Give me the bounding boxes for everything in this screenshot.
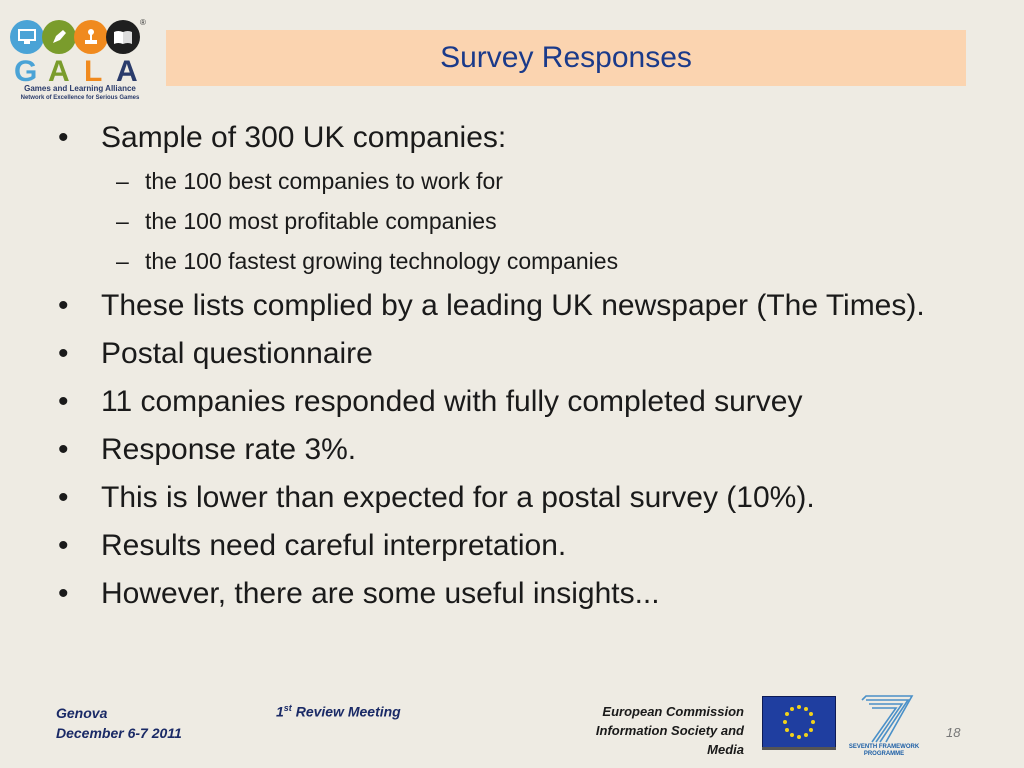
meeting-suffix: st: [283, 703, 292, 713]
book-icon: [106, 20, 140, 54]
slide-title: Survey Responses: [440, 41, 692, 74]
logo-tagline: Games and Learning Alliance: [24, 84, 136, 93]
bullet-mark: •: [58, 481, 69, 514]
logo-wordmark: G A L A: [12, 56, 146, 88]
bullet-item: • Sample of 300 UK companies:: [58, 118, 978, 158]
footer-location: Genova: [56, 705, 108, 721]
ec-line-3: Media: [707, 742, 744, 757]
sub-bullet-item: – the 100 fastest growing technology comp…: [58, 246, 978, 276]
logo-letter-a2: A: [116, 55, 138, 88]
gala-logo: ® G A L A Games and Learning Alliance Ne…: [10, 18, 150, 104]
bullet-text: However, there are some useful insights.…: [101, 577, 660, 610]
bullet-mark: •: [58, 433, 69, 466]
bullet-item: • Response rate 3%.: [58, 430, 978, 470]
bullet-mark: •: [58, 385, 69, 418]
bullet-item: • However, there are some useful insights…: [58, 574, 978, 614]
bullet-item: • This is lower than expected for a posta…: [58, 478, 978, 518]
computer-icon: [10, 20, 44, 54]
bullet-text: 11 companies responded with fully comple…: [101, 385, 803, 418]
eu-caption: [762, 747, 836, 750]
bullet-text: These lists complied by a leading UK new…: [101, 289, 925, 322]
bullet-mark: •: [58, 529, 69, 562]
page-number: 18: [946, 725, 961, 740]
bullet-text: This is lower than expected for a postal…: [101, 481, 815, 514]
fp7-seven-icon: [861, 695, 914, 743]
bullet-text: Sample of 300 UK companies:: [101, 121, 507, 154]
footer-location-date: Genova December 6-7 2011: [56, 703, 182, 743]
meeting-label: Review Meeting: [291, 703, 401, 720]
bullet-text: Response rate 3%.: [101, 433, 357, 466]
footer-ec-text: European Commission Information Society …: [540, 702, 744, 759]
bullet-item: • 11 companies responded with fully compl…: [58, 382, 978, 422]
bullet-item: • These lists complied by a leading UK ne…: [58, 286, 978, 326]
sub-bullet-item: – the 100 best companies to work for: [58, 166, 978, 196]
sub-bullet-text: the 100 best companies to work for: [145, 168, 503, 194]
bullet-mark: •: [58, 289, 69, 322]
bullet-mark: •: [58, 121, 69, 154]
registered-mark: ®: [140, 18, 146, 27]
fp7-label: SEVENTH FRAMEWORK PROGRAMME: [842, 744, 926, 758]
meeting-number: 1: [276, 703, 284, 720]
dash-mark: –: [116, 208, 129, 234]
eu-flag-icon: [762, 696, 836, 748]
logo-icon-row: ®: [10, 18, 150, 58]
bullet-mark: •: [58, 577, 69, 610]
logo-letter-g: G: [14, 55, 38, 88]
fp7-line-2: PROGRAMME: [863, 751, 905, 757]
sub-bullet-item: – the 100 most profitable companies: [58, 206, 978, 236]
footer-date: December 6-7 2011: [56, 725, 182, 741]
pen-icon: [42, 20, 76, 54]
logo-letter-l: L: [84, 55, 103, 88]
sub-bullet-text: the 100 fastest growing technology compa…: [145, 248, 619, 274]
dash-mark: –: [116, 248, 129, 274]
bullet-text: Results need careful interpretation.: [101, 529, 567, 562]
title-bar: Survey Responses: [166, 30, 966, 86]
bullet-item: • Postal questionnaire: [58, 334, 978, 374]
fp7-logo: [842, 694, 926, 760]
bullet-list: • Sample of 300 UK companies: – the 100 be…: [58, 118, 978, 622]
footer-meeting: 1st Review Meeting: [276, 703, 401, 720]
dash-mark: –: [116, 168, 129, 194]
logo-letter-a1: A: [48, 55, 70, 88]
sub-bullet-text: the 100 most profitable companies: [145, 208, 497, 234]
bullet-item: • Results need careful interpretation.: [58, 526, 978, 566]
bullet-mark: •: [58, 337, 69, 370]
logo-subtagline: Network of Excellence for Serious Games: [20, 95, 140, 101]
ec-line-2: Information Society and: [595, 723, 744, 738]
fp7-line-1: SEVENTH FRAMEWORK: [848, 744, 920, 750]
bullet-text: Postal questionnaire: [101, 337, 373, 370]
ec-line-1: European Commission: [602, 704, 744, 719]
joystick-icon: [74, 20, 108, 54]
